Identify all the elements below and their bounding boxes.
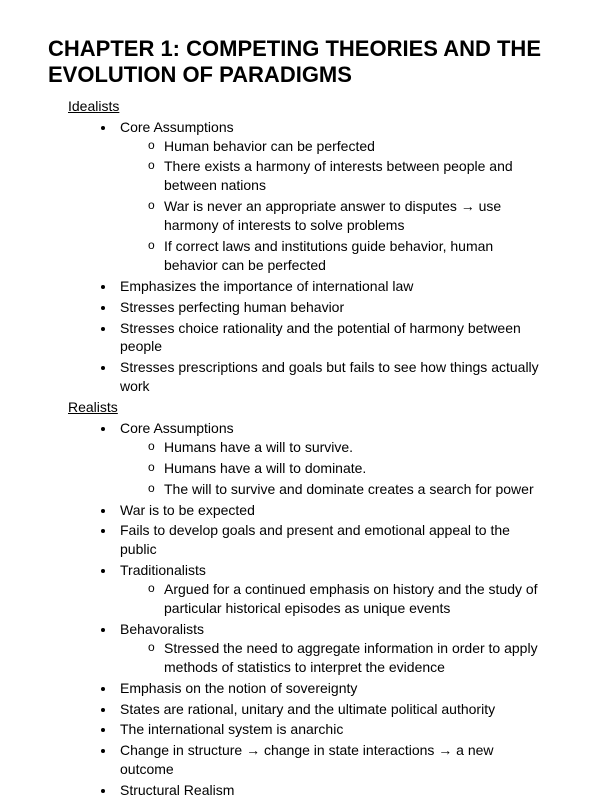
sub-list-item: If correct laws and institutions guide b… [148,237,547,275]
list-item-text: Change in structure → change in state in… [120,742,494,777]
list-item-text: Behavoralists [120,621,204,637]
list-item-text: The international system is anarchic [120,721,343,737]
bullet-list: Core Assumptions Humans have a will to su… [116,419,547,800]
list-item: Stresses prescriptions and goals but fai… [116,358,547,396]
sub-list-item: Humans have a will to dominate. [148,459,547,478]
sub-list-item: Argued for a continued emphasis on histo… [148,580,547,618]
list-item: Stresses perfecting human behavior [116,298,547,317]
list-item-text: Emphasis on the notion of sovereignty [120,680,357,696]
list-item: Core Assumptions Humans have a will to su… [116,419,547,499]
list-item-text: States are rational, unitary and the ult… [120,701,495,717]
list-item: Fails to develop goals and present and e… [116,521,547,559]
list-item-text: Stresses perfecting human behavior [120,299,344,315]
list-item-text: Core Assumptions [120,420,234,436]
list-item: Change in structure → change in state in… [116,741,547,779]
list-item-text: Stresses prescriptions and goals but fai… [120,359,539,394]
list-item: Structural Realism [116,781,547,800]
list-item: Behavoralists Stressed the need to aggreg… [116,620,547,677]
list-item: War is to be expected [116,501,547,520]
sub-bullet-list: Stressed the need to aggregate informati… [148,639,547,677]
list-item-text: Core Assumptions [120,119,234,135]
sub-bullet-list: Argued for a continued emphasis on histo… [148,580,547,618]
sub-bullet-list: Humans have a will to survive. Humans hav… [148,438,547,499]
bullet-list: Core Assumptions Human behavior can be pe… [116,118,547,396]
list-item-text: War is to be expected [120,502,255,518]
outline-container: Idealists Core Assumptions Human behavior … [48,97,547,800]
list-item-text: Traditionalists [120,562,206,578]
list-item: States are rational, unitary and the ult… [116,700,547,719]
section-heading: Idealists [68,97,547,116]
sub-list-item: There exists a harmony of interests betw… [148,157,547,195]
list-item-text: Fails to develop goals and present and e… [120,522,510,557]
list-item-text: Stresses choice rationality and the pote… [120,320,521,355]
list-item: Emphasis on the notion of sovereignty [116,679,547,698]
list-item-text: Emphasizes the importance of internation… [120,278,413,294]
list-item: Traditionalists Argued for a continued em… [116,561,547,618]
list-item: The international system is anarchic [116,720,547,739]
sub-list-item: Human behavior can be perfected [148,137,547,156]
sub-bullet-list: Human behavior can be perfectedThere exi… [148,137,547,275]
section-heading: Realists [68,398,547,417]
sub-list-item: Stressed the need to aggregate informati… [148,639,547,677]
sub-list-item: Humans have a will to survive. [148,438,547,457]
sub-list-item: War is never an appropriate answer to di… [148,197,547,235]
sub-list-item: The will to survive and dominate creates… [148,480,547,499]
list-item: Emphasizes the importance of internation… [116,277,547,296]
list-item-text: Structural Realism [120,782,234,798]
list-item: Stresses choice rationality and the pote… [116,319,547,357]
page-title: CHAPTER 1: COMPETING THEORIES AND THE EV… [48,36,547,89]
list-item: Core Assumptions Human behavior can be pe… [116,118,547,275]
